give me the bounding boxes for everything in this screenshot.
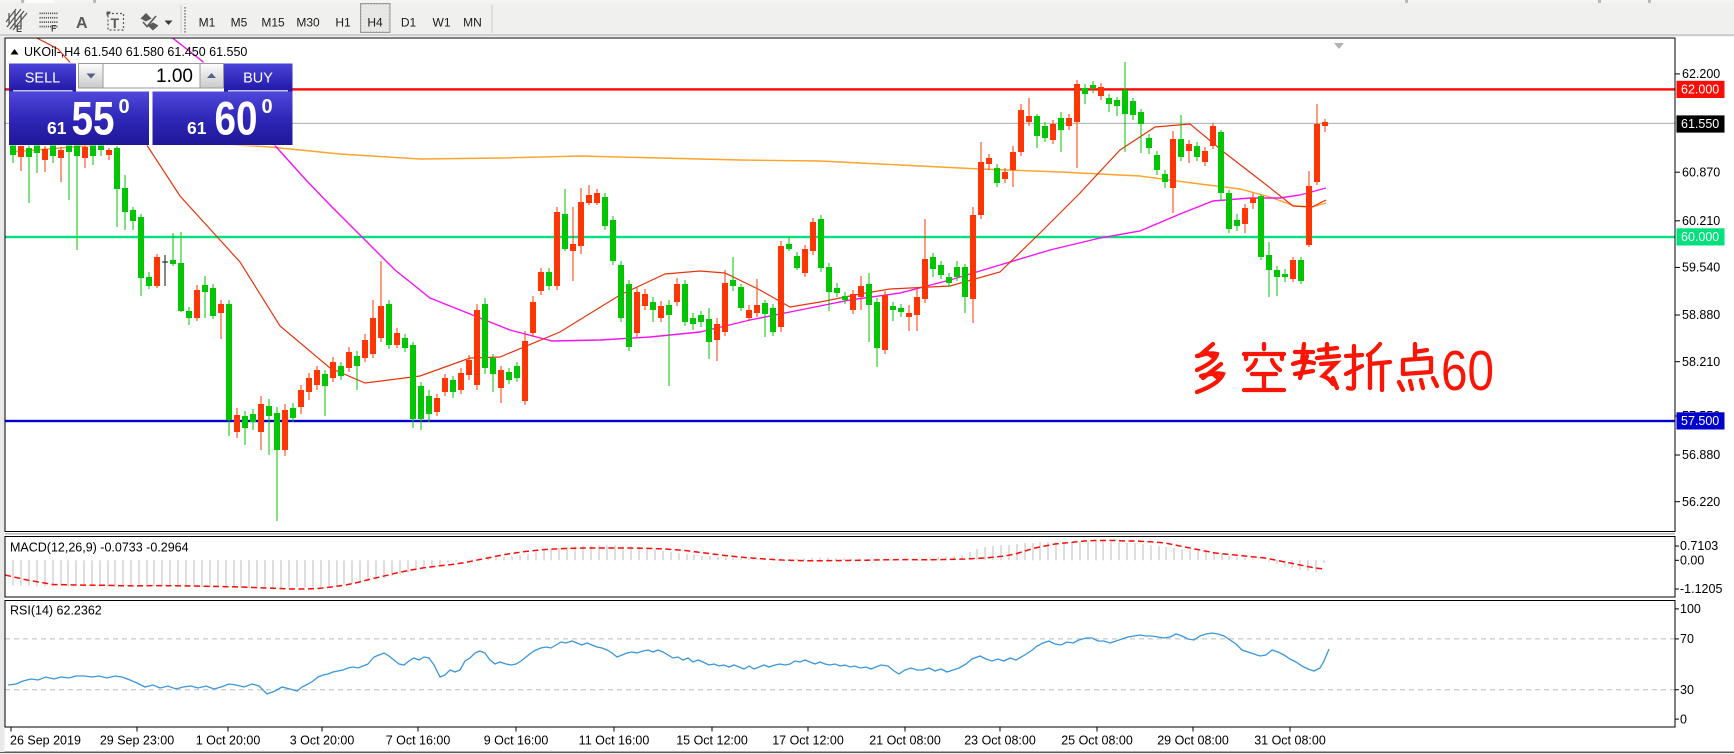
- svg-text:0: 0: [262, 96, 273, 118]
- svg-text:1 Oct 20:00: 1 Oct 20:00: [196, 734, 261, 748]
- svg-text:56.880: 56.880: [1682, 448, 1720, 462]
- svg-text:61: 61: [187, 118, 207, 138]
- svg-text:58.880: 58.880: [1682, 308, 1720, 322]
- svg-text:H4: H4: [367, 16, 383, 30]
- svg-text:M30: M30: [296, 16, 320, 30]
- svg-text:F: F: [51, 24, 57, 34]
- svg-text:0.00: 0.00: [1680, 554, 1704, 568]
- svg-text:W1: W1: [433, 16, 451, 30]
- svg-text:3 Oct 20:00: 3 Oct 20:00: [290, 734, 355, 748]
- svg-text:25 Oct 08:00: 25 Oct 08:00: [1061, 734, 1133, 748]
- svg-text:61: 61: [47, 118, 67, 138]
- svg-text:7 Oct 16:00: 7 Oct 16:00: [386, 734, 451, 748]
- svg-text:60.000: 60.000: [1681, 230, 1719, 244]
- svg-text:SELL: SELL: [25, 71, 60, 87]
- svg-text:21 Oct 08:00: 21 Oct 08:00: [869, 734, 941, 748]
- svg-text:0: 0: [1680, 712, 1687, 726]
- svg-text:61.550: 61.550: [1681, 117, 1719, 131]
- svg-text:RSI(14) 62.2362: RSI(14) 62.2362: [10, 604, 102, 618]
- svg-text:59.540: 59.540: [1682, 261, 1720, 275]
- svg-text:60: 60: [215, 92, 258, 145]
- svg-text:56.220: 56.220: [1682, 495, 1720, 509]
- svg-text:15 Oct 12:00: 15 Oct 12:00: [676, 734, 748, 748]
- svg-text:60.870: 60.870: [1682, 165, 1720, 179]
- svg-text:17 Oct 12:00: 17 Oct 12:00: [772, 734, 844, 748]
- svg-text:M15: M15: [261, 16, 285, 30]
- svg-text:11 Oct 16:00: 11 Oct 16:00: [579, 734, 650, 748]
- svg-text:E: E: [16, 24, 22, 34]
- svg-text:M5: M5: [231, 16, 248, 30]
- svg-text:31 Oct 08:00: 31 Oct 08:00: [1254, 734, 1326, 748]
- svg-text:MACD(12,26,9) -0.0733 -0.2964: MACD(12,26,9) -0.0733 -0.2964: [10, 541, 189, 555]
- svg-text:M1: M1: [199, 16, 216, 30]
- svg-text:UKOil-,H4: UKOil-,H4: [24, 45, 80, 59]
- svg-text:D1: D1: [401, 16, 417, 30]
- svg-text:9 Oct 16:00: 9 Oct 16:00: [484, 734, 549, 748]
- svg-text:57.500: 57.500: [1681, 414, 1719, 428]
- svg-text:H1: H1: [335, 16, 351, 30]
- svg-text:60: 60: [1441, 339, 1494, 403]
- svg-text:62.200: 62.200: [1682, 67, 1720, 81]
- svg-text:0.7103: 0.7103: [1680, 539, 1718, 553]
- svg-text:MN: MN: [463, 16, 482, 30]
- svg-text:60.210: 60.210: [1682, 214, 1720, 228]
- svg-text:23 Oct 08:00: 23 Oct 08:00: [964, 734, 1036, 748]
- svg-text:58.210: 58.210: [1682, 355, 1720, 369]
- svg-text:100: 100: [1680, 602, 1701, 616]
- svg-text:1.00: 1.00: [156, 66, 193, 87]
- svg-text:BUY: BUY: [243, 71, 273, 87]
- svg-text:29 Oct 08:00: 29 Oct 08:00: [1157, 734, 1229, 748]
- svg-text:0: 0: [119, 96, 130, 118]
- svg-text:30: 30: [1680, 683, 1694, 697]
- svg-text:55: 55: [72, 92, 115, 145]
- svg-text:A: A: [76, 15, 88, 32]
- svg-text:T: T: [111, 15, 120, 31]
- svg-text:29 Sep 23:00: 29 Sep 23:00: [100, 734, 174, 748]
- svg-text:61.540 61.580 61.450 61.550: 61.540 61.580 61.450 61.550: [84, 45, 247, 59]
- svg-text:26 Sep 2019: 26 Sep 2019: [10, 734, 81, 748]
- svg-text:62.000: 62.000: [1681, 83, 1719, 97]
- svg-text:-1.1205: -1.1205: [1680, 582, 1722, 596]
- svg-text:70: 70: [1680, 632, 1694, 646]
